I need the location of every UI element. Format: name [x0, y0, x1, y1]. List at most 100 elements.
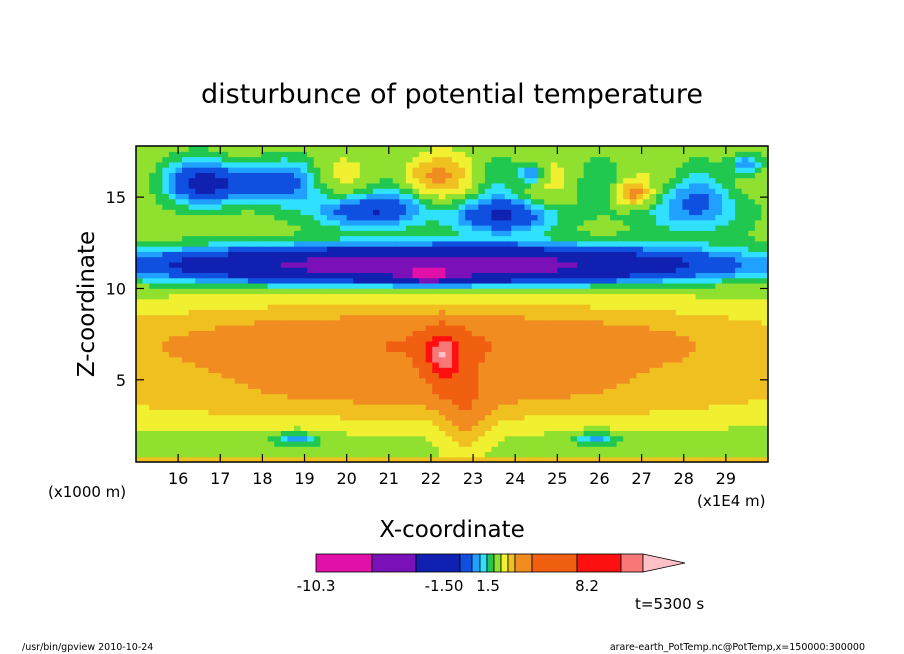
contour-cell [577, 193, 585, 200]
contour-cell [498, 404, 506, 410]
contour-cell [142, 240, 150, 247]
contour-cell [346, 435, 354, 442]
contour-cell [656, 340, 664, 347]
contour-cell [326, 304, 335, 310]
contour-cell [175, 240, 183, 247]
contour-cell [636, 219, 644, 226]
contour-cell [445, 325, 453, 331]
contour-cell [175, 356, 183, 363]
contour-cell [188, 456, 196, 462]
contour-cell [728, 209, 736, 216]
contour-cell [366, 351, 374, 358]
contour-cell [741, 261, 749, 268]
contour-cell [669, 393, 677, 400]
contour-cell [458, 404, 466, 410]
contour-cell [695, 340, 703, 347]
contour-cell [241, 235, 249, 242]
contour-cell [142, 398, 150, 405]
contour-cell [524, 377, 532, 384]
contour-cell [359, 325, 368, 331]
contour-cell [201, 319, 210, 326]
contour-cell [353, 267, 361, 273]
contour-cell [142, 356, 150, 363]
contour-cell [649, 272, 657, 279]
contour-cell [419, 335, 427, 342]
contour-cell [544, 246, 552, 252]
contour-cell [702, 325, 710, 331]
contour-cell [188, 335, 196, 342]
contour-cell [675, 377, 684, 384]
contour-cell [531, 367, 539, 374]
contour-cell [504, 267, 512, 273]
contour-cell [419, 277, 427, 284]
contour-cell [695, 383, 703, 389]
contour-cell [432, 261, 440, 268]
contour-cell [379, 198, 387, 205]
contour-cell [432, 256, 440, 263]
contour-cell [326, 377, 335, 384]
contour-cell [287, 430, 295, 437]
contour-cell [452, 351, 460, 358]
contour-cell [557, 367, 565, 374]
contour-cell [629, 198, 637, 205]
contour-cell [221, 235, 229, 242]
contour-cell [721, 372, 730, 379]
contour-cell [636, 198, 644, 205]
contour-cell [432, 293, 440, 300]
contour-cell [188, 346, 196, 352]
contour-cell [484, 188, 493, 194]
contour-cell [432, 398, 440, 405]
contour-cell [346, 282, 354, 289]
contour-cell [307, 198, 315, 205]
contour-cell [583, 351, 591, 358]
contour-cell [359, 272, 368, 279]
contour-cell [274, 304, 282, 310]
contour-cell [432, 377, 440, 384]
contour-cell [662, 251, 670, 258]
contour-cell [544, 298, 552, 305]
contour-cell [577, 261, 585, 268]
contour-cell [353, 361, 361, 368]
contour-cell [636, 330, 644, 337]
contour-cell [735, 256, 743, 263]
contour-cell [267, 188, 275, 194]
contour-cell [465, 293, 473, 300]
contour-cell [702, 377, 710, 384]
contour-cell [465, 219, 473, 226]
contour-cell [182, 409, 190, 416]
contour-cell [392, 383, 400, 389]
contour-cell [754, 319, 763, 326]
contour-cell [320, 298, 328, 305]
contour-cell [616, 377, 624, 384]
contour-cell [353, 404, 361, 410]
contour-cell [346, 367, 354, 374]
contour-cell [590, 451, 598, 458]
contour-cell [702, 240, 710, 247]
contour-cell [346, 388, 354, 395]
contour-cell [201, 214, 210, 221]
contour-cell [142, 388, 150, 395]
contour-cell [616, 272, 624, 279]
contour-cell [511, 388, 519, 395]
contour-cell [498, 383, 506, 389]
contour-cell [642, 230, 651, 237]
contour-cell [735, 272, 743, 279]
contour-cell [201, 240, 210, 247]
contour-cell [412, 451, 420, 458]
contour-cell [583, 440, 591, 447]
contour-cell [570, 404, 578, 410]
contour-cell [392, 404, 400, 410]
contour-cell [234, 409, 242, 416]
contour-cell [484, 435, 493, 442]
contour-cell [326, 356, 335, 363]
contour-cell [590, 430, 598, 437]
contour-cell [735, 372, 743, 379]
contour-cell [261, 214, 269, 221]
contour-cell [478, 209, 486, 216]
contour-cell [517, 267, 526, 273]
contour-cell [537, 198, 545, 205]
contour-cell [735, 282, 743, 289]
contour-cell [320, 251, 328, 258]
contour-cell [616, 383, 624, 389]
contour-cell [596, 367, 605, 374]
